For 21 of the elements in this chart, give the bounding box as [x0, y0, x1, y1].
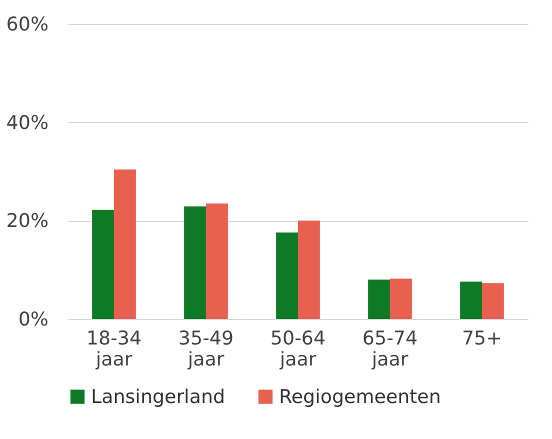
bar	[184, 206, 206, 319]
bar	[482, 283, 504, 319]
bar	[368, 280, 390, 319]
y-tick-label: 40%	[6, 112, 48, 134]
x-tick-label: 35-49 jaar	[178, 328, 234, 370]
x-tick-label: 50-64 jaar	[270, 328, 326, 370]
bar	[460, 282, 482, 319]
y-tick-label: 60%	[6, 14, 48, 36]
x-tick-label: 65-74 jaar	[362, 328, 418, 370]
bar	[276, 232, 298, 319]
y-tick-label: 20%	[6, 210, 48, 232]
bar	[298, 220, 320, 319]
bar	[92, 210, 114, 319]
y-tick-label: 0%	[18, 308, 48, 330]
bar	[114, 170, 136, 319]
legend-label: Lansingerland	[91, 386, 226, 408]
x-tick-label: 75+	[462, 328, 502, 350]
bar	[206, 203, 228, 319]
legend-label: Regiogemeenten	[279, 386, 441, 408]
x-tick-label: 18-34 jaar	[86, 328, 142, 370]
bar	[390, 278, 412, 319]
